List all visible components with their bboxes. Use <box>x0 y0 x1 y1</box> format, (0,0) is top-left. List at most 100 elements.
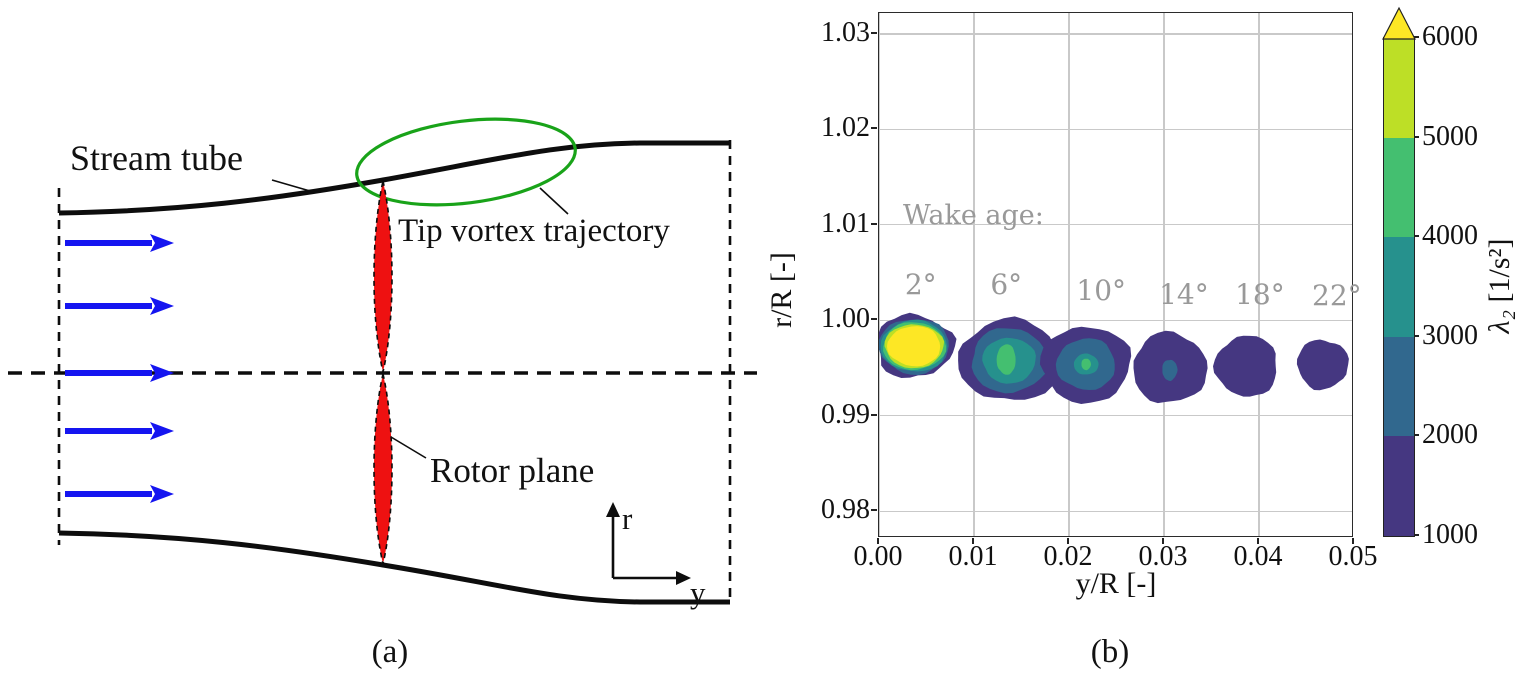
colorbar-band-green <box>1384 137 1414 238</box>
colorbar-tickmark <box>1414 434 1419 437</box>
x-tickmark <box>877 538 879 544</box>
y-gridline <box>879 319 1352 321</box>
colorbar-tick-label: 5000 <box>1422 120 1478 152</box>
axis-r-label: r <box>622 501 633 536</box>
colorbar-tickmark <box>1414 135 1419 138</box>
x-gridline <box>973 13 975 536</box>
colorbar-band-teal <box>1384 237 1414 337</box>
y-tick-label: 1.01 <box>821 207 870 239</box>
stream-tube-label: Stream tube <box>70 138 243 178</box>
x-gridline <box>1163 13 1165 536</box>
plot-area <box>878 12 1353 537</box>
wake-age-label: 14° <box>1159 277 1209 311</box>
stream-tube-leader-line <box>271 179 311 192</box>
colorbar-band-purple <box>1384 436 1414 536</box>
colorbar-tickmark <box>1414 534 1419 536</box>
wake-age-label: 18° <box>1235 277 1285 311</box>
colorbar-tick-label: 2000 <box>1422 419 1478 451</box>
vortex-18° <box>1213 335 1277 397</box>
x-tickmark <box>1352 538 1354 544</box>
tip-vortex-trajectory-label: Tip vortex trajectory <box>398 213 670 249</box>
inflow-arrow <box>65 422 174 440</box>
y-gridline <box>879 224 1352 226</box>
colorbar-tick-label: 3000 <box>1422 319 1478 351</box>
tip-vortex-leader-line <box>539 187 569 215</box>
wake-age-label: 22° <box>1312 278 1362 312</box>
colorbar-tickmark <box>1414 36 1419 38</box>
x-gridline <box>1068 13 1070 536</box>
y-gridline <box>879 128 1352 131</box>
inflow-arrow <box>65 297 174 315</box>
y-tickmark <box>871 222 877 225</box>
x-tick-label: 0.02 <box>1043 541 1093 572</box>
rotor-plane-shape <box>373 180 393 565</box>
colorbar <box>1383 37 1415 537</box>
y-tickmark <box>871 318 877 321</box>
contour-band-1000-2000 <box>1213 335 1277 397</box>
y-axis-label: r/R [-] <box>765 252 798 328</box>
inflow-arrow <box>65 364 174 382</box>
wake-age-label: 10° <box>1076 273 1127 307</box>
caption-a: (a) <box>371 634 409 670</box>
axes-indicator <box>606 502 691 585</box>
vortex-22° <box>1296 339 1349 391</box>
caption-b: (b) <box>1090 634 1130 670</box>
stream-tube-upper-curve <box>58 140 730 216</box>
x-tickmark <box>972 538 974 544</box>
contour-band-2000-3000 <box>1162 359 1178 382</box>
tip-vortex-trajectory-ellipse <box>355 117 577 207</box>
colorbar-tickmark <box>1414 235 1419 238</box>
vortex-contours <box>879 312 1349 404</box>
x-tick-label: 0.00 <box>853 541 903 572</box>
x-tickmark <box>1067 538 1069 544</box>
diagram-panel-a: Stream tube Tip vortex trajectory Rotor … <box>8 117 757 610</box>
contour-band-4000-5000 <box>996 344 1016 375</box>
y-tickmark <box>871 32 877 34</box>
colorbar-tick-label: 4000 <box>1422 220 1478 252</box>
y-tick-label: 0.98 <box>821 494 870 526</box>
y-gridline <box>879 510 1352 512</box>
vortex-10° <box>1039 326 1132 404</box>
x-tick-label: 0.04 <box>1233 541 1283 572</box>
x-gridline <box>1258 13 1260 536</box>
axis-y-label: y <box>690 575 706 610</box>
wake-age-label: 6° <box>990 268 1023 301</box>
x-tick-label: 0.03 <box>1138 541 1188 572</box>
contour-band-1000-2000 <box>1296 339 1349 391</box>
rotor-plane-leader-line <box>390 436 427 459</box>
y-tick-label: 1.00 <box>821 303 870 335</box>
x-axis-label: y/R [-] <box>1075 567 1157 600</box>
wake-age-label: 2° <box>904 268 937 301</box>
y-tick-label: 1.02 <box>821 112 870 144</box>
y-gridline <box>879 33 1352 35</box>
x-tick-label: 0.01 <box>948 541 998 572</box>
colorbar-over-arrow <box>1382 6 1416 40</box>
x-gridline <box>879 13 880 536</box>
colorbar-tickmark <box>1414 334 1419 337</box>
wake-age-annotation: Wake age: <box>903 200 1044 231</box>
inflow-arrow <box>65 234 174 252</box>
stream-tube-lower-curve <box>58 530 730 605</box>
vortex-6° <box>958 316 1059 400</box>
inflow-arrows <box>65 234 174 503</box>
y-tickmark <box>871 413 877 416</box>
colorbar-tick-label: 6000 <box>1422 21 1478 52</box>
y-tickmark <box>871 127 877 130</box>
x-tick-label: 0.05 <box>1328 541 1378 572</box>
inflow-arrow <box>65 485 174 503</box>
y-gridline <box>879 415 1352 417</box>
y-tickmark <box>871 509 877 512</box>
contour-band->6000 <box>887 326 941 367</box>
y-tick-label: 0.99 <box>821 398 870 430</box>
x-tickmark <box>1162 538 1164 544</box>
colorbar-over-arrow-shape <box>1382 6 1416 40</box>
colorbar-tick-label: 1000 <box>1422 519 1478 550</box>
rotor-plane-label: Rotor plane <box>430 451 594 490</box>
contour-band-4000-5000 <box>1081 358 1091 371</box>
colorbar-band-yellowgreen <box>1384 38 1414 138</box>
y-tick-label: 1.03 <box>821 17 870 48</box>
colorbar-band-blue <box>1384 336 1414 437</box>
vortex-2° <box>879 312 957 378</box>
